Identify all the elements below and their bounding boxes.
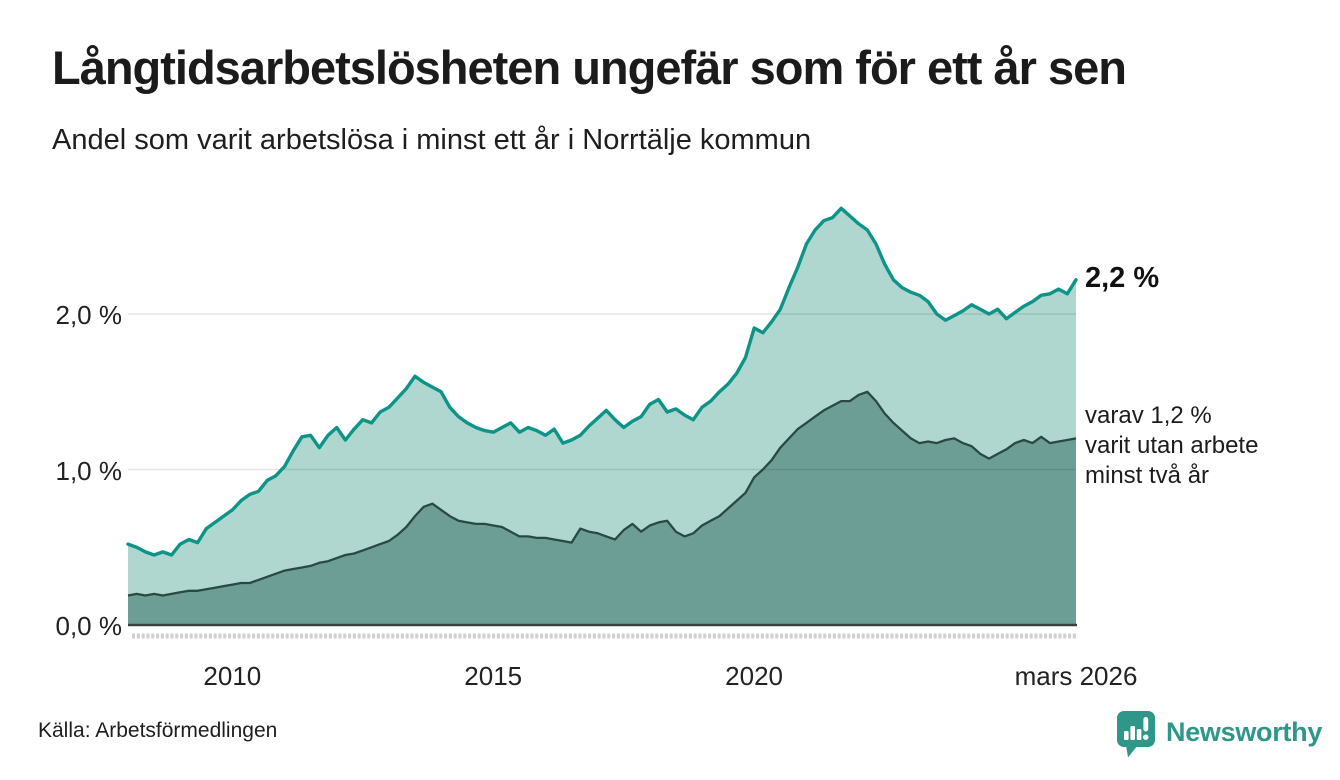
- x-tick-label: 2020: [725, 661, 783, 691]
- newsworthy-logo-text: Newsworthy: [1166, 717, 1323, 747]
- annotation-line-2: varit utan arbete: [1085, 432, 1259, 459]
- two-year-line: [127, 390, 1077, 597]
- newsworthy-logo-icon: [1117, 711, 1155, 758]
- y-tick-label: 0,0 %: [55, 611, 123, 641]
- annotation-line-3: minst två år: [1085, 462, 1210, 489]
- chart-subtitle: Andel som varit arbetslösa i minst ett å…: [52, 124, 812, 156]
- annotation-line-1: varav 1,2 %: [1085, 402, 1212, 429]
- latest-value-label: 2,2 %: [1085, 262, 1160, 294]
- x-tick-label: 2010: [203, 661, 262, 691]
- source-note: Källa: Arbetsförmedlingen: [38, 719, 278, 742]
- x-tick-label: mars 2026: [1014, 661, 1138, 691]
- page-title: Långtidsarbetslösheten ungefär som för e…: [52, 41, 1127, 94]
- x-tick-label: 2015: [464, 661, 523, 691]
- area-fill: [128, 391, 1076, 625]
- y-tick-label: 1,0 %: [55, 455, 123, 486]
- y-tick-label: 2,0 %: [55, 300, 123, 330]
- one-year-line: [126, 206, 1078, 557]
- secondary-series-annotation: varav 1,2 % varit utan arbete minst två …: [1085, 401, 1258, 491]
- newsworthy-logo: Newsworthy: [1116, 710, 1322, 760]
